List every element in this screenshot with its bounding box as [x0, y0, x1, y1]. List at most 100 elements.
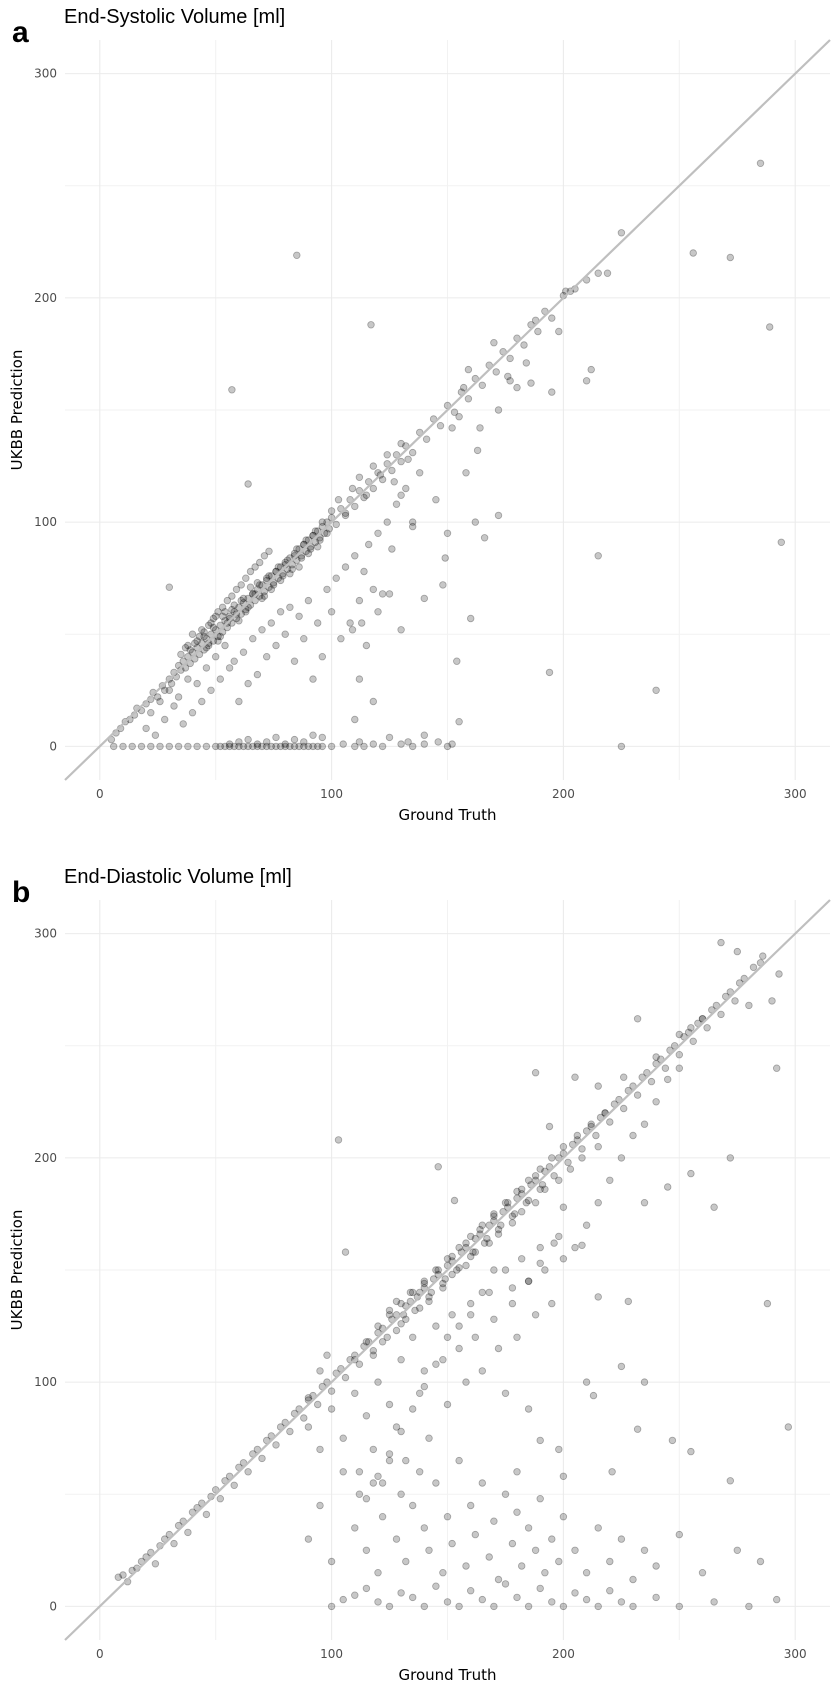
- data-point: [230, 742, 238, 751]
- data-point: [490, 1212, 498, 1220]
- data-point: [490, 1602, 498, 1611]
- chart-title-b: End-Diastolic Volume [ml]: [64, 866, 292, 888]
- data-point: [441, 554, 449, 562]
- data-point: [564, 1158, 572, 1167]
- data-point: [745, 1001, 753, 1010]
- data-point: [582, 1378, 591, 1386]
- data-point: [652, 1098, 660, 1106]
- y-tick-label: 200: [34, 1151, 57, 1165]
- data-point: [726, 1477, 734, 1485]
- data-point: [731, 997, 739, 1005]
- data-point: [425, 1297, 433, 1306]
- data-point: [494, 1344, 503, 1353]
- data-point: [594, 1143, 602, 1151]
- data-point: [726, 1154, 734, 1162]
- data-point: [360, 567, 368, 576]
- data-point: [661, 1064, 670, 1072]
- data-point: [541, 1185, 549, 1193]
- data-point: [378, 590, 387, 598]
- data-point: [237, 581, 245, 589]
- data-point: [422, 435, 431, 443]
- data-point: [409, 448, 417, 457]
- data-point: [733, 947, 741, 956]
- data-point: [687, 1169, 695, 1178]
- data-point: [318, 733, 326, 742]
- data-point: [439, 1356, 447, 1364]
- data-point: [253, 740, 262, 748]
- data-point: [385, 1456, 394, 1465]
- data-point: [281, 630, 289, 638]
- data-point: [518, 1562, 526, 1570]
- data-point: [323, 1351, 331, 1359]
- data-point: [675, 1064, 683, 1072]
- data-point: [420, 740, 428, 748]
- data-point: [385, 1450, 394, 1458]
- data-point: [559, 1255, 568, 1263]
- data-point: [237, 596, 245, 605]
- data-point: [485, 1553, 493, 1561]
- data-point: [316, 1445, 324, 1454]
- data-point: [409, 1333, 417, 1341]
- data-point: [531, 1068, 540, 1077]
- data-point: [188, 630, 197, 638]
- data-point: [235, 617, 243, 625]
- data-point: [223, 596, 231, 605]
- data-point: [443, 1255, 452, 1263]
- data-points-a: [107, 159, 785, 751]
- data-point: [490, 1315, 498, 1323]
- data-point: [594, 1199, 602, 1207]
- data-point: [314, 742, 322, 751]
- data-point: [218, 603, 227, 611]
- data-point: [432, 1266, 440, 1274]
- data-point: [710, 1203, 718, 1211]
- data-point: [594, 1602, 602, 1611]
- data-point: [524, 1277, 533, 1285]
- data-point: [258, 594, 266, 603]
- data-point: [341, 1373, 350, 1382]
- data-point: [119, 1571, 127, 1579]
- data-point: [179, 720, 187, 728]
- data-point: [300, 635, 308, 643]
- data-point: [272, 641, 280, 650]
- data-point: [374, 1378, 382, 1386]
- data-point: [128, 742, 136, 751]
- data-point: [589, 1391, 598, 1400]
- x-axis-title: Ground Truth: [399, 806, 497, 824]
- data-point: [249, 635, 257, 643]
- data-point: [508, 1212, 517, 1220]
- data-point: [279, 572, 287, 580]
- data-point: [443, 529, 452, 537]
- data-point: [374, 1322, 382, 1330]
- data-point: [276, 608, 285, 616]
- data-point: [768, 997, 776, 1005]
- data-point: [494, 511, 503, 520]
- panel-a: a End-Systolic Volume [ml] 0 100 200 300 0 10…: [0, 0, 840, 845]
- data-point: [202, 1510, 211, 1519]
- data-point: [555, 1232, 563, 1241]
- data-point: [385, 1400, 394, 1409]
- data-point: [272, 1441, 280, 1449]
- data-point: [351, 502, 359, 511]
- data-point: [244, 1468, 252, 1476]
- data-point: [409, 1405, 417, 1413]
- data-point: [258, 742, 266, 751]
- data-point: [416, 1304, 424, 1312]
- data-point: [263, 574, 271, 582]
- data-point: [267, 585, 275, 594]
- data-point: [462, 469, 470, 477]
- data-point: [777, 538, 785, 546]
- data-point: [675, 1050, 683, 1059]
- data-point: [369, 484, 377, 493]
- panel-label-a: a: [12, 16, 29, 49]
- data-point: [478, 1479, 486, 1487]
- data-point: [202, 664, 211, 672]
- data-point: [617, 1154, 626, 1162]
- data-point: [339, 740, 347, 748]
- data-point: [165, 583, 173, 591]
- data-point: [603, 269, 612, 277]
- data-point: [640, 1378, 649, 1386]
- x-tick-label: 0: [96, 1647, 104, 1661]
- data-point: [462, 1562, 470, 1570]
- data-point: [587, 1120, 595, 1128]
- data-point: [518, 1208, 526, 1216]
